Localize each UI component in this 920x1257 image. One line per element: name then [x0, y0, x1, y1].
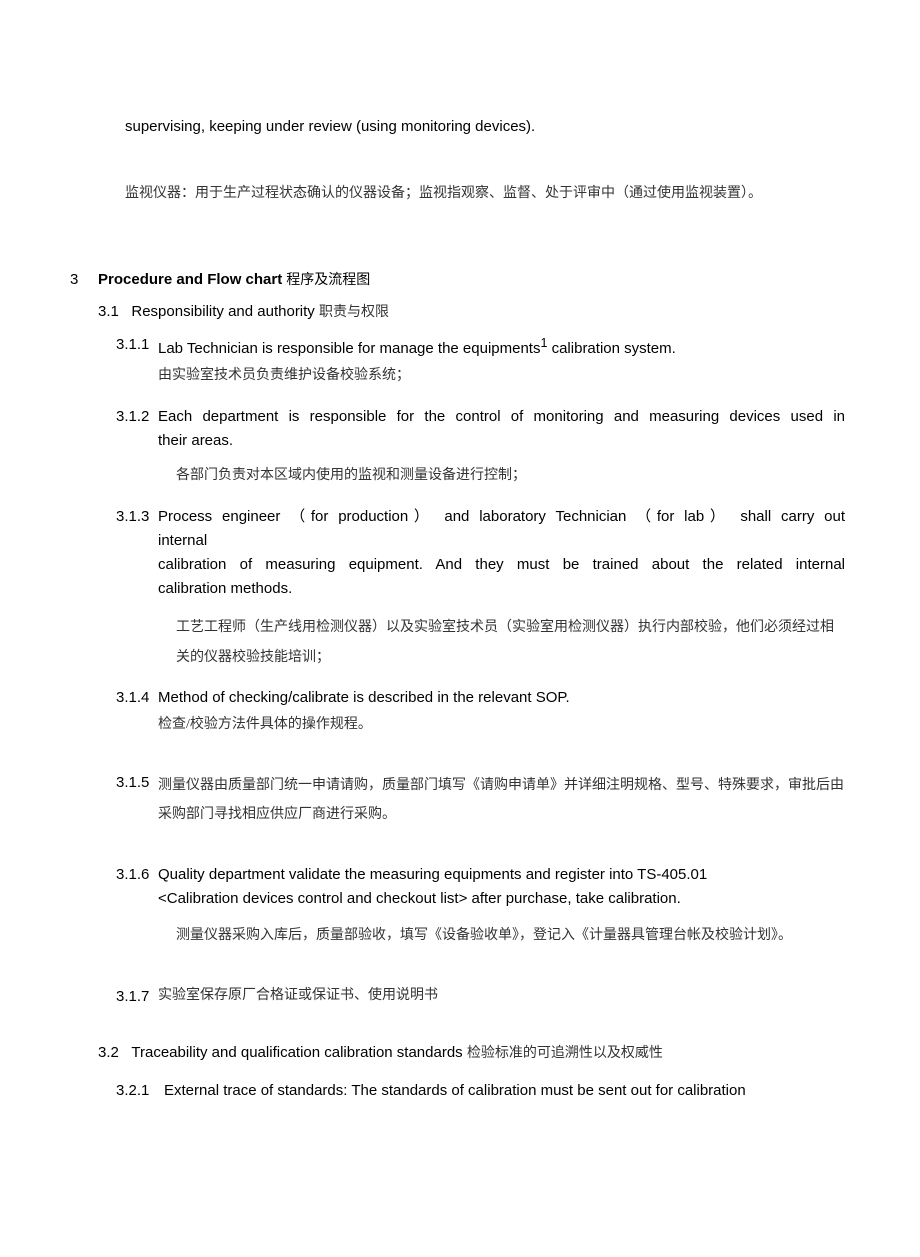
item-3-1-4-en: Method of checking/calibrate is describe…: [158, 686, 845, 710]
item-3-1-1-en-a: Lab Technician is responsible for manage…: [158, 340, 540, 357]
item-3-1-7-num: 3.1.7: [116, 985, 158, 1009]
sub-3-2-num: 3.2: [98, 1044, 119, 1061]
item-3-1-3-en-l3: calibration of measuring equipment. And …: [158, 553, 845, 577]
item-3-1-2-en-l1: Each department is responsible for the c…: [158, 405, 845, 429]
item-3-1-3-cn: 工艺工程师（生产线用检测仪器）以及实验室技术员（实验室用检测仪器）执行内部校验，…: [176, 613, 845, 672]
subsection-3-2: 3.2 Traceability and qualification calib…: [98, 1041, 845, 1103]
item-3-1-2-num: 3.1.2: [116, 405, 158, 429]
item-3-1-1-en-b: calibration system.: [547, 340, 675, 357]
item-3-1-4-cn: 检查/校验方法件具体的操作规程。: [158, 714, 845, 736]
intro-cn: 监视仪器：用于生产过程状态确认的仪器设备；监视指观察、监督、处于评审中（通过使用…: [125, 179, 845, 210]
item-3-1-4: 3.1.4 Method of checking/calibrate is de…: [116, 686, 845, 736]
item-3-1-1-cn: 由实验室技术员负责维护设备校验系统；: [158, 365, 845, 387]
subsection-3-1: 3.1 Responsibility and authority 职责与权限 3…: [98, 300, 845, 1009]
sub-3-2-title-cn: 检验标准的可追溯性以及权威性: [467, 1046, 663, 1061]
section-3-heading: 3 Procedure and Flow chart 程序及流程图: [70, 268, 845, 292]
sub-3-1-num: 3.1: [98, 303, 119, 320]
item-3-2-1-en: External trace of standards: The standar…: [164, 1079, 845, 1103]
item-3-1-5: 3.1.5 测量仪器由质量部门统一申请请购，质量部门填写《请购申请单》并详细注明…: [116, 771, 845, 830]
item-3-1-3-num: 3.1.3: [116, 505, 158, 529]
document-page: supervising, keeping under review (using…: [0, 0, 920, 1257]
item-3-1-3: 3.1.3 Process engineer （for production） …: [116, 505, 845, 672]
item-3-1-7: 3.1.7 实验室保存原厂合格证或保证书、使用说明书: [116, 985, 845, 1009]
item-3-2-1-num: 3.2.1: [116, 1079, 164, 1103]
sub-3-2-title-en: Traceability and qualification calibrati…: [123, 1044, 463, 1061]
item-3-1-6-en-l1: Quality department validate the measurin…: [158, 863, 845, 887]
section-3: 3 Procedure and Flow chart 程序及流程图 3.1 Re…: [70, 268, 845, 1103]
item-3-1-3-en-l4: calibration methods.: [158, 577, 845, 601]
item-3-1-2-en-l2: their areas.: [158, 429, 845, 453]
item-3-1-1-num: 3.1.1: [116, 333, 158, 357]
sub-3-2-title-en-text: Traceability and qualification calibrati…: [131, 1044, 462, 1061]
item-3-1-6-num: 3.1.6: [116, 863, 158, 887]
item-3-1-3-en: Process engineer （for production） and la…: [158, 505, 845, 601]
section-3-title-en: Procedure and Flow chart: [98, 268, 282, 292]
section-3-num: 3: [70, 268, 98, 292]
item-3-1-1: 3.1.1 Lab Technician is responsible for …: [116, 333, 845, 387]
item-3-1-1-en: Lab Technician is responsible for manage…: [158, 333, 845, 361]
sub-3-1-title-en-text: Responsibility and authority: [131, 303, 314, 320]
item-3-1-4-num: 3.1.4: [116, 686, 158, 710]
item-3-1-2-cn: 各部门负责对本区域内使用的监视和测量设备进行控制；: [176, 465, 845, 487]
subsection-3-2-heading: 3.2 Traceability and qualification calib…: [98, 1041, 845, 1065]
item-3-2-1: 3.2.1 External trace of standards: The s…: [116, 1079, 845, 1103]
sub-3-1-title-en: Responsibility and authority: [123, 303, 315, 320]
section-3-title-cn: 程序及流程图: [286, 270, 370, 292]
item-3-1-6-en-l2: <Calibration devices control and checkou…: [158, 887, 845, 911]
item-3-1-6-cn: 测量仪器采购入库后，质量部验收，填写《设备验收单》，登记入《计量器具管理台帐及校…: [176, 921, 845, 950]
item-3-1-2: 3.1.2 Each department is responsible for…: [116, 405, 845, 487]
item-3-1-6-en: Quality department validate the measurin…: [158, 863, 845, 911]
item-3-1-7-cn: 实验室保存原厂合格证或保证书、使用说明书: [158, 985, 845, 1007]
item-3-1-3-en-l1: Process engineer （for production） and la…: [158, 505, 845, 529]
item-3-1-3-en-l2: internal: [158, 529, 845, 553]
subsection-3-1-heading: 3.1 Responsibility and authority 职责与权限: [98, 300, 845, 324]
item-3-1-5-cn: 测量仪器由质量部门统一申请请购，质量部门填写《请购申请单》并详细注明规格、型号、…: [158, 771, 845, 830]
item-3-1-2-en: Each department is responsible for the c…: [158, 405, 845, 453]
item-3-1-6: 3.1.6 Quality department validate the me…: [116, 863, 845, 950]
item-3-1-5-num: 3.1.5: [116, 771, 158, 795]
intro-en: supervising, keeping under review (using…: [125, 115, 845, 139]
sub-3-1-title-cn: 职责与权限: [319, 305, 389, 320]
